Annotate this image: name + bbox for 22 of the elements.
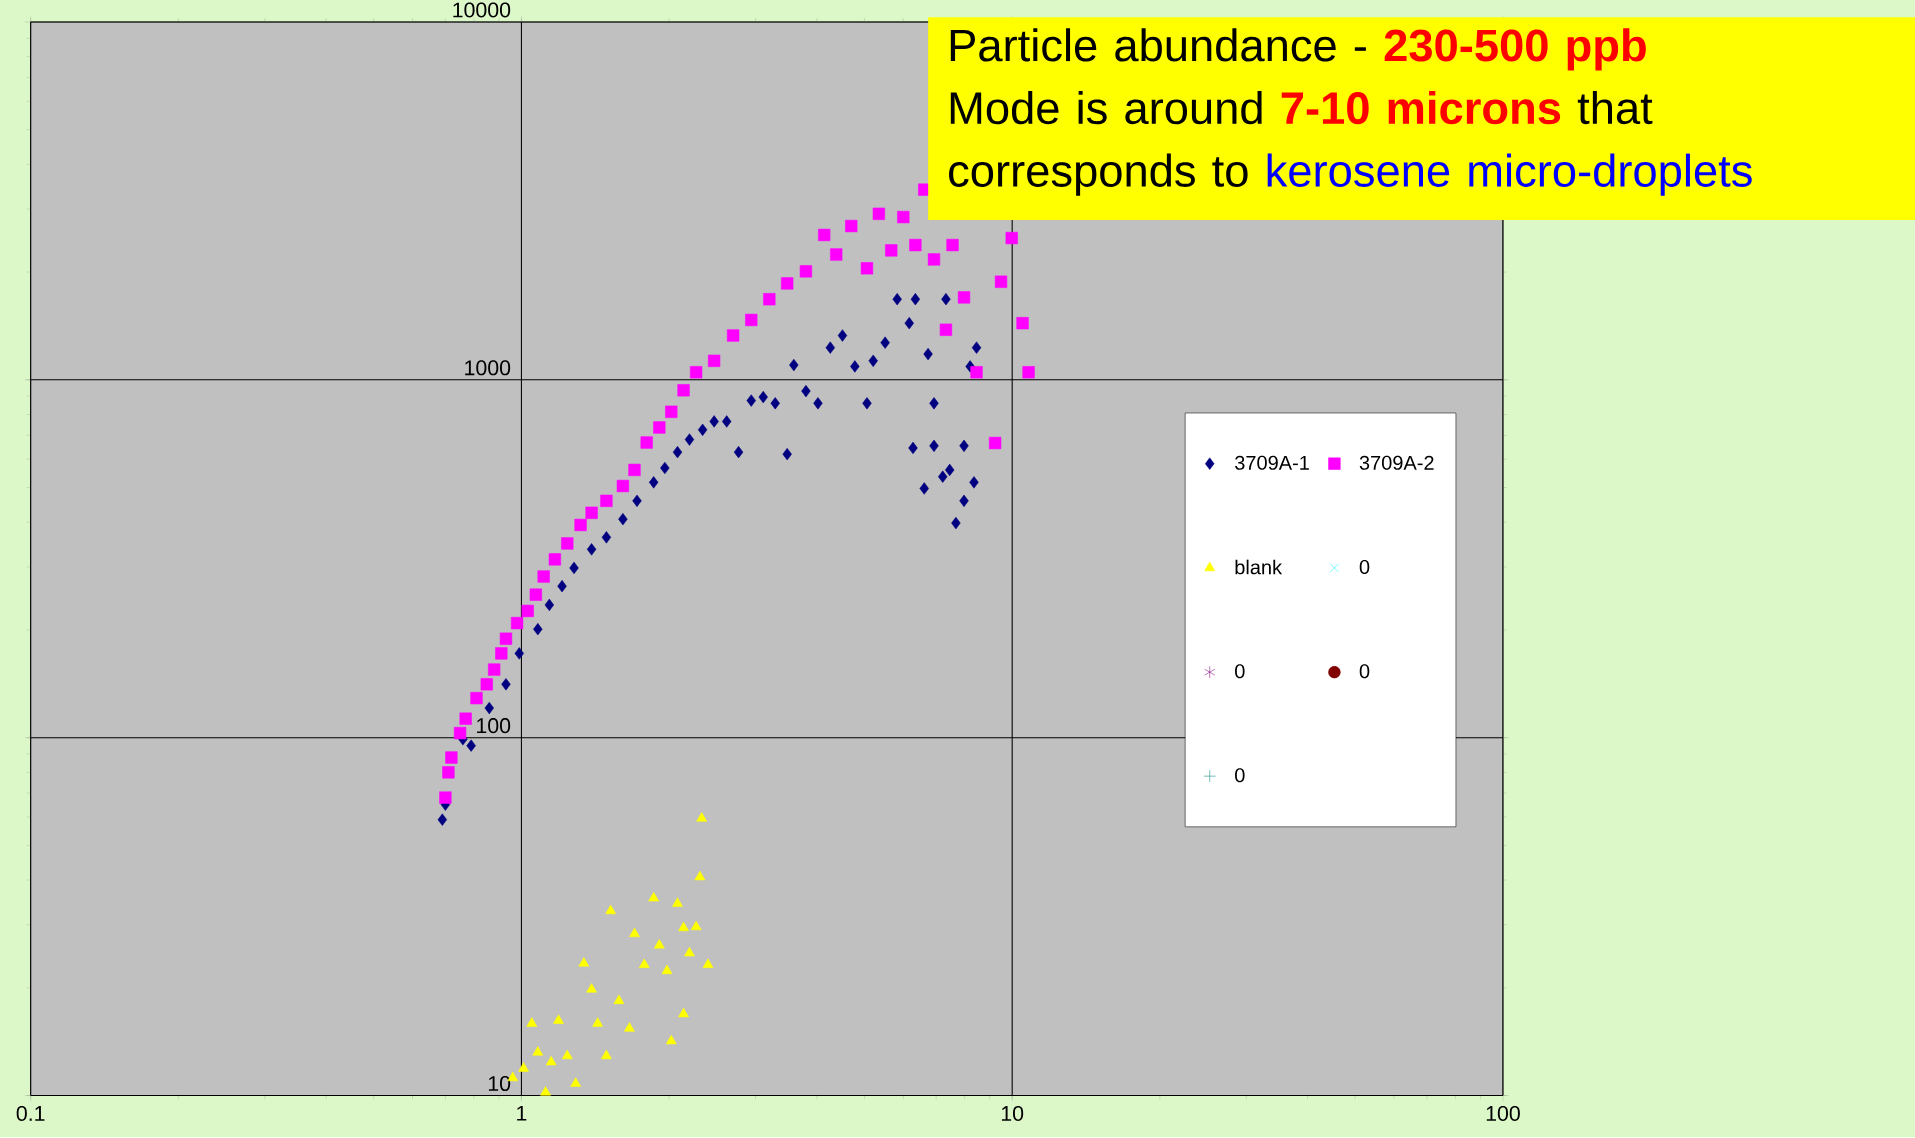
annotation: Mode is around [950, 91, 1262, 125]
annotation: kerosene micro-droplets [1267, 153, 1752, 197]
x-tick-label: 1 [517, 1106, 527, 1121]
legend-label: 3709A-2 [1359, 455, 1434, 471]
legend-label: 0 [1235, 768, 1245, 783]
x-tick-label: 100 [1486, 1106, 1520, 1122]
annotation: 7-10 microns [1281, 91, 1561, 125]
annotation: corresponds to [949, 153, 1248, 197]
legend-label: 3709A-1 [1235, 455, 1309, 471]
x-tick-label: 10 [1001, 1106, 1024, 1122]
y-tick-label: 1000 [465, 360, 511, 376]
legend-label: 0 [1235, 664, 1245, 679]
legend-label: 0 [1359, 664, 1370, 679]
annotation: Particle abundance - [950, 28, 1366, 62]
y-tick-label: 10000 [453, 2, 511, 18]
x-tick-label: 0.1 [16, 1106, 45, 1122]
annotation: 230-500 ppb [1384, 28, 1646, 71]
legend-label: blank [1235, 559, 1283, 575]
y-tick-label: 100 [477, 718, 511, 734]
y-tick-label: 10 [488, 1076, 511, 1092]
legend-label: 0 [1359, 560, 1370, 575]
text: that [1577, 91, 1653, 125]
